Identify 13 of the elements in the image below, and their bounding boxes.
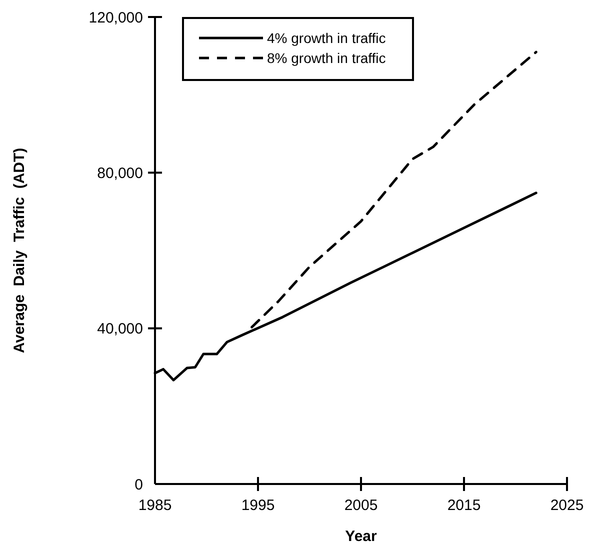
y-axis-title: Average Daily Traffic (ADT) [11,148,28,354]
x-tick-label: 2025 [550,497,584,514]
x-axis-title: Year [345,528,378,545]
y-tick-label: 0 [134,476,143,494]
x-tick-label: 2015 [447,497,481,514]
x-tick-label: 2005 [344,497,378,514]
x-tick-label: 1995 [241,497,275,514]
legend-label: 8% growth in traffic [267,50,386,66]
legend-label: 4% growth in traffic [267,30,386,46]
x-tick-label: 1985 [138,497,172,514]
y-tick-label: 80,000 [97,164,143,182]
y-tick-label: 40,000 [97,320,143,338]
y-tick-label: 120,000 [88,9,143,26]
